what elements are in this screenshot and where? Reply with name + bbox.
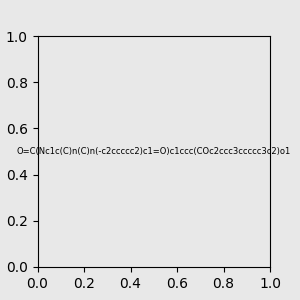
- Text: O=C(Nc1c(C)n(C)n(-c2ccccc2)c1=O)c1ccc(COc2ccc3ccccc3c2)o1: O=C(Nc1c(C)n(C)n(-c2ccccc2)c1=O)c1ccc(CO…: [16, 147, 291, 156]
